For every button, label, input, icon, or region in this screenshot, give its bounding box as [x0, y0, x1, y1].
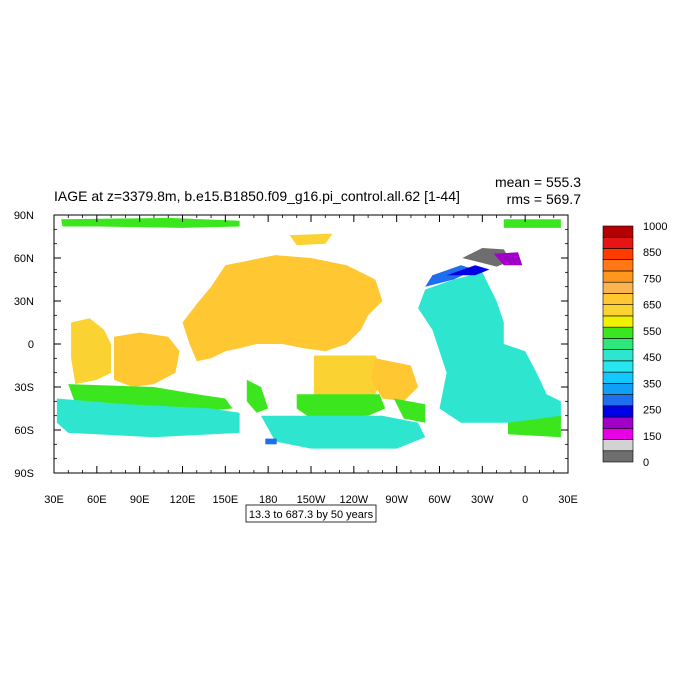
- region-se-pacific-orange: [371, 358, 419, 402]
- colorbar-box: [602, 394, 634, 407]
- colorbar-box: [602, 293, 634, 305]
- map-area: [56, 217, 561, 449]
- region-ross-blue: [265, 438, 277, 445]
- colorbar-box: [602, 427, 634, 440]
- map-axes: 30E 60E 90E 120E 150E 180 150W 120W 90W 60W 30W 0 30…: [14, 210, 578, 506]
- x-tick-label: 180: [259, 494, 277, 506]
- region-tasman-green: [246, 379, 269, 413]
- colorbar-box: [602, 349, 634, 362]
- chart-title: IAGE at z=3379.8m, b.e15.B1850.f09_g16.p…: [54, 188, 460, 204]
- colorbar-label: 150: [643, 431, 661, 443]
- region-indian-orange: [114, 332, 180, 387]
- colorbar-box: [602, 281, 634, 294]
- region-south-pacific-cyan: [261, 415, 426, 449]
- colorbar-label: 0: [643, 457, 649, 469]
- y-tick-label: 90N: [14, 210, 34, 222]
- x-tick-label: 90W: [385, 494, 408, 506]
- region-arctic-east: [503, 219, 561, 228]
- region-labrador-purple: [446, 265, 490, 276]
- colorbar-label: 550: [643, 326, 661, 338]
- colorbar-box: [602, 383, 634, 395]
- region-atlantic-south-green: [508, 415, 561, 438]
- x-tick-label: 120W: [339, 494, 368, 506]
- x-tick-label: 60E: [87, 494, 107, 506]
- region-indian-yellow: [71, 318, 112, 385]
- y-tick-label: 30N: [14, 296, 34, 308]
- region-atlantic-cyan: [418, 272, 561, 423]
- region-nordic-purple: [493, 252, 523, 266]
- colorbar-label: 750: [643, 273, 661, 285]
- x-tick-label: 150W: [297, 494, 326, 506]
- region-chile-green: [393, 398, 426, 423]
- x-tick-label: 30E: [44, 494, 64, 506]
- colorbar-box: [602, 405, 634, 418]
- y-tick-label: 60N: [14, 253, 34, 265]
- colorbar-box: [602, 225, 634, 238]
- range-label-frame: [245, 504, 377, 523]
- colorbar-box: [602, 315, 634, 328]
- colorbar-box: [602, 236, 634, 249]
- colorbar-label: 850: [643, 247, 661, 259]
- colorbar-label: 350: [643, 378, 661, 390]
- colorbar-box: [602, 248, 634, 261]
- region-arctic: [61, 217, 240, 228]
- region-bering-yellow: [289, 233, 333, 246]
- x-tick-label: 0: [522, 494, 528, 506]
- colorbar-label: 650: [643, 300, 661, 312]
- range-label-box: 13.3 to 687.3 by 50 years: [245, 504, 377, 523]
- region-south-pacific-green: [296, 394, 386, 419]
- x-tick-label: 150E: [212, 494, 238, 506]
- y-tick-label: 0: [28, 339, 34, 351]
- colorbar: 1000 850 750 650 550 450 350 250 150 0: [602, 221, 667, 469]
- colorbar-box: [602, 259, 634, 272]
- colorbar-box: [602, 304, 634, 317]
- y-tick-label: 30S: [14, 382, 34, 394]
- stat-mean: mean = 555.3: [495, 174, 581, 190]
- x-tick-label: 30E: [558, 494, 578, 506]
- region-indian-cyan: [56, 398, 240, 438]
- range-label: 13.3 to 687.3 by 50 years: [249, 509, 374, 521]
- colorbar-box: [602, 270, 634, 283]
- region-greenland-gray: [462, 248, 511, 267]
- colorbar-label: 250: [643, 405, 661, 417]
- colorbar-box: [602, 371, 634, 384]
- colorbar-box: [602, 439, 634, 452]
- y-tick-label: 90S: [14, 468, 34, 480]
- x-tick-label: 30W: [471, 494, 494, 506]
- colorbar-box: [602, 326, 634, 339]
- colorbar-box: [602, 450, 634, 463]
- colorbar-box: [602, 360, 634, 373]
- x-tick-label: 120E: [170, 494, 196, 506]
- x-tick-label: 60W: [428, 494, 451, 506]
- stat-rms: rms = 569.7: [507, 191, 582, 207]
- x-tick-label: 90E: [130, 494, 150, 506]
- region-north-pacific: [182, 255, 383, 362]
- y-tick-label: 60S: [14, 425, 34, 437]
- colorbar-box: [602, 338, 634, 350]
- colorbar-label: 1000: [643, 221, 667, 233]
- colorbar-box: [602, 416, 634, 429]
- colorbar-label: 450: [643, 352, 661, 364]
- region-south-pacific-yellow: [313, 355, 386, 405]
